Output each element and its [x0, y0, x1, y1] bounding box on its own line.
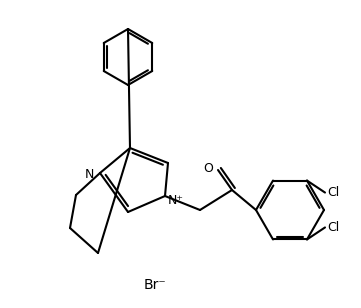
Text: Cl: Cl [327, 186, 339, 199]
Text: Br⁻: Br⁻ [144, 278, 166, 292]
Text: O: O [203, 161, 213, 175]
Text: N: N [84, 168, 94, 180]
Text: N⁺: N⁺ [168, 194, 184, 207]
Text: Cl: Cl [327, 221, 339, 234]
